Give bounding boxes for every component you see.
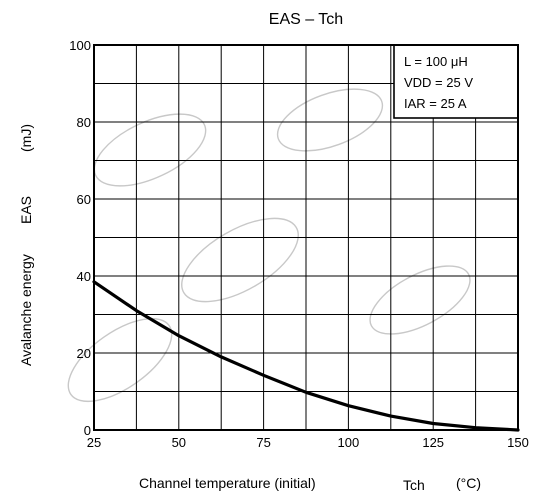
watermark-shape: [369, 265, 471, 335]
x-tick-label: 150: [507, 435, 529, 450]
x-tick-label: 100: [338, 435, 360, 450]
y-tick-label: 40: [77, 269, 91, 284]
x-axis-label: Channel temperature (initial): [139, 475, 316, 491]
annotation-line-2: VDD = 25 V: [404, 75, 473, 90]
series-line: [92, 280, 520, 432]
y-tick-label: 20: [77, 346, 91, 361]
tick-labels: 25 50 75 100 125 150 0 20 40 60 80 100: [69, 38, 529, 450]
chart-title: EAS – Tch: [269, 11, 343, 28]
annotation-line-1: L = 100 μH: [404, 54, 468, 69]
watermark-shape: [93, 113, 207, 187]
x-axis-unit: (°C): [456, 475, 481, 491]
y-tick-label: 0: [84, 423, 91, 438]
x-tick-label: 25: [87, 435, 101, 450]
annotation-line-3: IAR = 25 A: [404, 96, 467, 111]
y-axis-symbol: EAS: [18, 196, 34, 224]
plot-frame: [93, 44, 519, 431]
y-axis-label: Avalanche energy: [18, 254, 34, 366]
watermark-shape: [67, 317, 173, 403]
x-axis-symbol: Tch: [403, 477, 425, 493]
series-layer: [92, 280, 520, 432]
y-tick-label: 60: [77, 192, 91, 207]
background-watermark: [67, 88, 471, 403]
watermark-shape: [181, 217, 299, 303]
x-tick-label: 50: [172, 435, 186, 450]
x-tick-label: 75: [256, 435, 270, 450]
y-tick-label: 80: [77, 115, 91, 130]
y-tick-label: 100: [69, 38, 91, 53]
conditions-box: [393, 44, 519, 119]
watermark-shape: [276, 88, 384, 152]
chart-grid: [94, 45, 518, 430]
x-tick-label: 125: [422, 435, 444, 450]
y-axis-unit: (mJ): [18, 124, 34, 152]
